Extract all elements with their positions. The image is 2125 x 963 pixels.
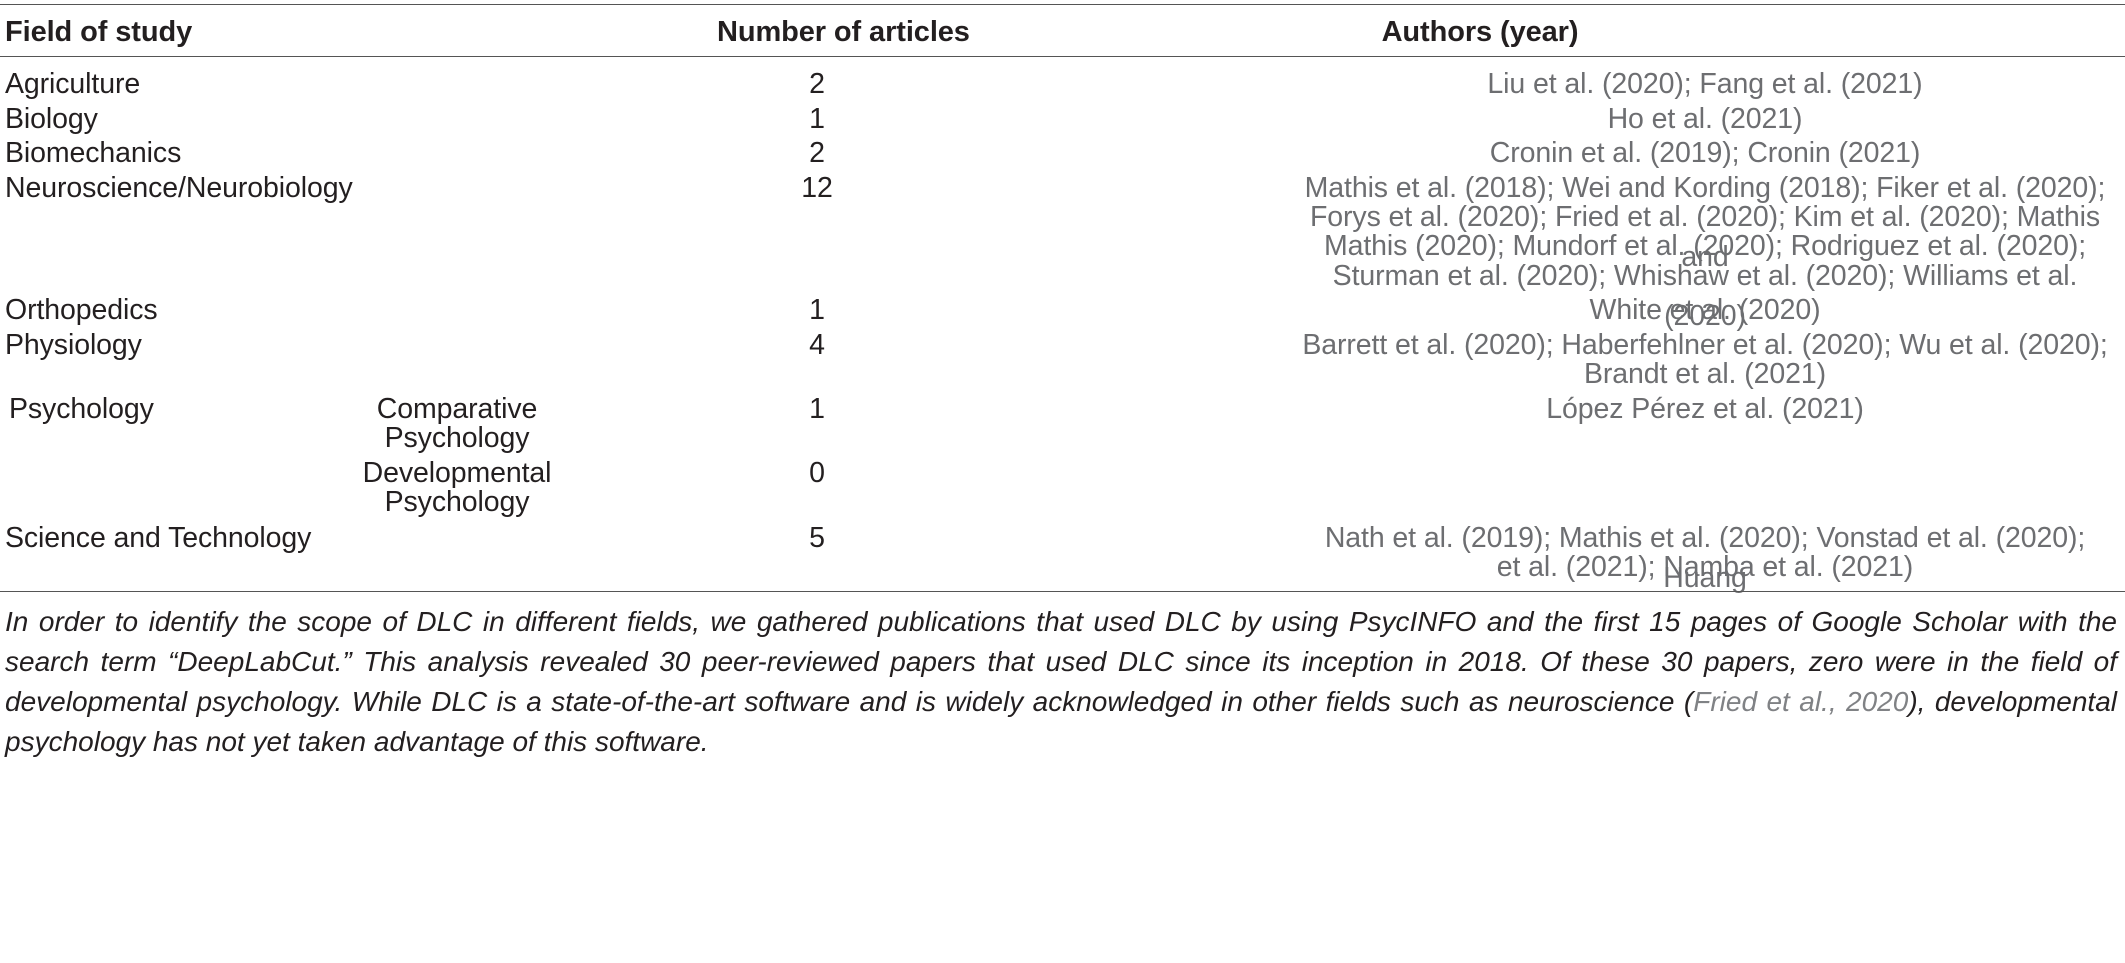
- table-row-subfield-line: Psychology: [384, 422, 530, 454]
- table-row-authors: Cronin et al. (2019); Cronin (2021): [1489, 137, 1921, 169]
- table-top-rule: [0, 4, 2125, 5]
- table-row-field: Biology: [5, 103, 98, 135]
- header-rule: [0, 56, 2125, 57]
- table-row-authors-line: Brandt et al. (2021): [1584, 358, 1826, 390]
- header-field-of-study: Field of study: [5, 16, 193, 48]
- table-row-count: 12: [801, 172, 833, 204]
- table-row-authors-line: Mathis et al. (2018); Wei and Kording (2…: [1304, 172, 2106, 204]
- table-row-subfield-line: Psychology: [384, 486, 530, 518]
- table-row-subfield-line: Developmental: [362, 457, 552, 489]
- table-row-authors: López Pérez et al. (2021): [1546, 393, 1864, 425]
- table-row-field: Physiology: [5, 329, 142, 361]
- table-row-authors: Liu et al. (2020); Fang et al. (2021): [1487, 68, 1923, 100]
- table-row-count: 1: [809, 294, 825, 326]
- table-row-count: 5: [809, 522, 825, 554]
- table-row-field: Psychology: [9, 393, 154, 425]
- table-row-field: Science and Technology: [5, 522, 312, 554]
- table-row-count: 1: [809, 393, 825, 425]
- table-row-count: 1: [809, 103, 825, 135]
- table-row-field: Neuroscience/Neurobiology: [5, 172, 353, 204]
- table-row-authors-line: Mathis (2020); Mundorf et al. (2020); Ro…: [1323, 230, 2087, 262]
- table-row-field: Orthopedics: [5, 294, 158, 326]
- table-row-authors-line: Forys et al. (2020); Fried et al. (2020)…: [1309, 201, 2101, 273]
- table-footnote: In order to identify the scope of DLC in…: [5, 602, 2117, 762]
- footnote-text: In order to identify the scope of DLC in…: [5, 606, 2117, 717]
- table-row-subfield-line: Comparative: [376, 393, 538, 425]
- header-authors-year: Authors (year): [1381, 16, 1579, 48]
- table-row-count: 2: [809, 68, 825, 100]
- table-bottom-rule: [0, 591, 2125, 592]
- header-number-of-articles: Number of articles: [717, 16, 970, 48]
- table-row-count: 0: [809, 457, 825, 489]
- table-row-authors-line: et al. (2021); Namba et al. (2021): [1496, 551, 1914, 583]
- table-row-field: Agriculture: [5, 68, 141, 100]
- table-row-authors-line: Barrett et al. (2020); Haberfehlner et a…: [1302, 329, 2108, 361]
- table-row-authors: White et al. (2020): [1589, 294, 1821, 326]
- footnote-text-end: ), developmental psychology has not yet …: [5, 686, 2117, 757]
- table-row-authors-line: Sturman et al. (2020); Whishaw et al. (2…: [1332, 260, 2078, 332]
- table-row-count: 2: [809, 137, 825, 169]
- footnote-citation-link[interactable]: Fried et al., 2020: [1693, 686, 1909, 717]
- table-row-authors-line: Nath et al. (2019); Mathis et al. (2020)…: [1324, 522, 2086, 594]
- table-row-field: Biomechanics: [5, 137, 182, 169]
- table-row-authors: Ho et al. (2021): [1607, 103, 1803, 135]
- table-row-count: 4: [809, 329, 825, 361]
